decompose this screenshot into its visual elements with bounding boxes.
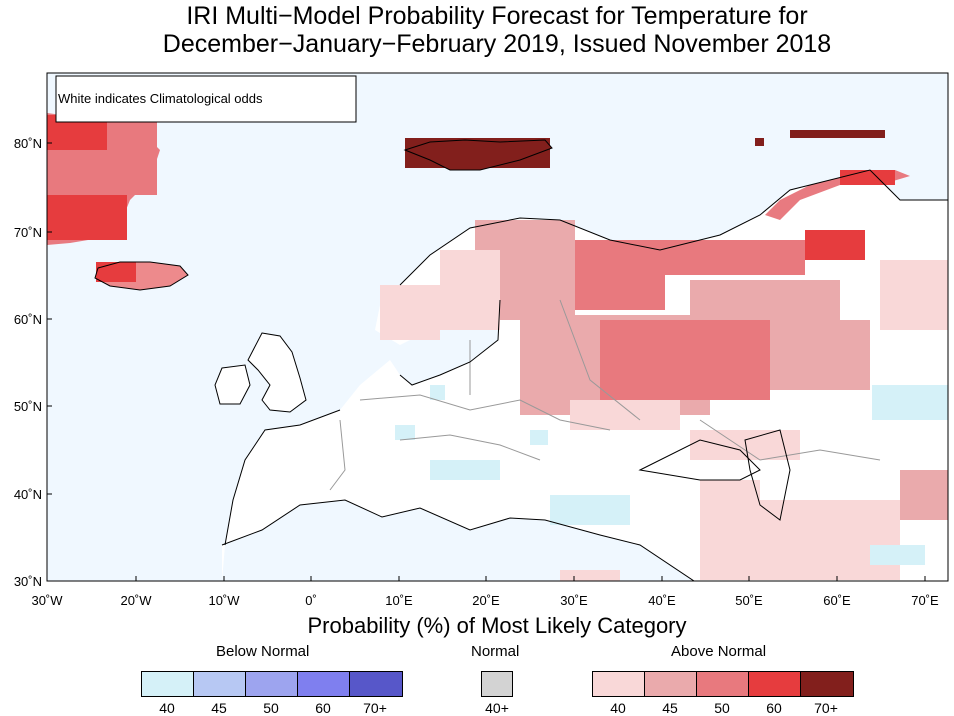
legend-title: Probability (%) of Most Likely Category — [307, 613, 687, 638]
above-bin-50 — [697, 672, 749, 696]
lat-tick-30: 30˚N — [14, 574, 42, 589]
lat-tick-60: 60˚N — [14, 312, 42, 327]
lon-tick-50e: 50˚E — [735, 593, 763, 608]
lon-tick-40e: 40˚E — [648, 593, 676, 608]
above-normal-colorbar — [592, 671, 854, 697]
below-normal-shading — [395, 385, 948, 565]
below-bin-label: 45 — [211, 700, 227, 716]
above-bin-label: 50 — [714, 700, 730, 716]
lon-tick-70e: 70˚E — [911, 593, 939, 608]
title-line-1: IRI Multi−Model Probability Forecast for… — [186, 2, 808, 30]
above-bin-60 — [749, 672, 801, 696]
map-frame-ticks — [47, 142, 926, 581]
above-normal-shading — [47, 115, 948, 581]
coastlines — [94, 139, 948, 581]
above-bin-label: 45 — [662, 700, 678, 716]
above-normal-label: Above Normal — [671, 643, 767, 660]
lon-tick-10e: 10˚E — [385, 593, 413, 608]
below-bin-label: 50 — [263, 700, 279, 716]
lon-tick-0: 0˚ — [305, 593, 317, 608]
above-bin-label: 60 — [766, 700, 782, 716]
lon-tick-30e: 30˚E — [560, 593, 588, 608]
land-british-isles — [248, 333, 306, 412]
lon-tick-30w: 30˚W — [31, 593, 63, 608]
lat-tick-80: 80˚N — [14, 136, 42, 151]
latitude-labels: 80˚N 70˚N 60˚N 50˚N 40˚N 30˚N — [14, 136, 42, 589]
normal-label: Normal — [471, 643, 520, 660]
above-bin-70 — [801, 672, 853, 696]
lat-tick-70: 70˚N — [14, 225, 42, 240]
above-normal-bin-labels: 40 45 50 60 70+ — [592, 700, 852, 716]
lon-tick-20w: 20˚W — [120, 593, 152, 608]
below-bin-label: 60 — [315, 700, 331, 716]
below-normal-colorbar — [141, 671, 403, 697]
climatology-note: White indicates Climatological odds — [58, 91, 263, 106]
map-shading — [47, 113, 948, 581]
below-normal-bin-labels: 40 45 50 60 70+ — [141, 700, 401, 716]
above-bin-label: 40 — [610, 700, 626, 716]
below-bin-label: 70+ — [363, 700, 387, 716]
below-bin-70 — [350, 672, 402, 696]
lon-tick-60e: 60˚E — [823, 593, 851, 608]
lon-tick-20e: 20˚E — [472, 593, 500, 608]
below-bin-50 — [246, 672, 298, 696]
above-bin-45 — [645, 672, 697, 696]
borders — [329, 299, 881, 491]
normal-bin-label: 40+ — [485, 700, 509, 716]
land-ireland — [215, 365, 250, 404]
longitude-labels: 30˚W 20˚W 10˚W 0˚ 10˚E 20˚E 30˚E 40˚E 50… — [31, 593, 939, 608]
lat-tick-50: 50˚N — [14, 399, 42, 414]
climatology-note-box — [55, 75, 357, 123]
lon-tick-10w: 10˚W — [208, 593, 240, 608]
below-normal-label: Below Normal — [216, 643, 310, 660]
normal-bin-40 — [482, 672, 512, 696]
below-bin-40 — [142, 672, 194, 696]
above-bin-40 — [593, 672, 645, 696]
lat-tick-40: 40˚N — [14, 487, 42, 502]
above-bin-label: 70+ — [814, 700, 838, 716]
below-bin-60 — [298, 672, 350, 696]
normal-bin-labels: 40+ — [471, 700, 523, 716]
map-frame — [46, 72, 949, 582]
below-bin-label: 40 — [159, 700, 175, 716]
normal-colorbar — [481, 671, 513, 697]
below-bin-45 — [194, 672, 246, 696]
title-line-2: December−January−February 2019, Issued N… — [162, 30, 832, 58]
